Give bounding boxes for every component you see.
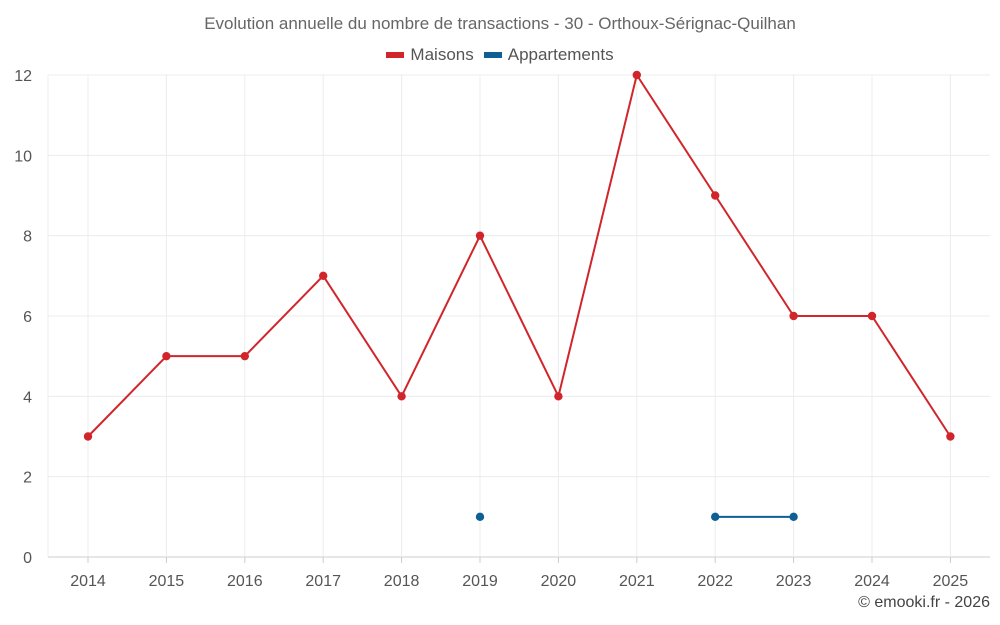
y-tick-label: 4 [23, 389, 32, 406]
series-line-maisons [243, 274, 325, 358]
data-point-maisons [397, 392, 406, 401]
x-tick-label: 2019 [462, 573, 498, 590]
y-tick-label: 0 [23, 550, 32, 567]
legend: Maisons Appartements [0, 45, 1000, 65]
data-point-maisons [554, 392, 563, 401]
y-tick-label: 2 [23, 470, 32, 487]
data-point-maisons [475, 231, 485, 240]
x-tick-label: 2022 [697, 573, 733, 590]
series-line-maisons [871, 315, 952, 438]
y-tick-label: 10 [14, 148, 32, 165]
x-tick-label: 2023 [776, 573, 812, 590]
x-tick-label: 2021 [619, 573, 655, 590]
data-point-maisons [789, 311, 798, 321]
legend-item-appartements[interactable]: Appartements [483, 45, 614, 65]
data-point-maisons [711, 191, 720, 200]
data-point-maisons [946, 432, 955, 441]
series-line-maisons [557, 74, 638, 398]
credit-text: © emooki.fr - 2026 [858, 594, 990, 611]
y-tick-label: 12 [14, 68, 32, 85]
x-tick-label: 2015 [149, 573, 185, 590]
x-tick-label: 2025 [933, 573, 969, 590]
chart-title: Evolution annuelle du nombre de transact… [204, 14, 796, 33]
data-point-maisons [632, 70, 641, 80]
legend-swatch-appartements [483, 52, 502, 58]
series-line-maisons [322, 274, 403, 398]
x-tick-label: 2018 [384, 573, 420, 590]
series-line-maisons [479, 234, 560, 398]
data-point-maisons [319, 271, 328, 281]
data-point-maisons [162, 351, 171, 361]
legend-label-appartements: Appartements [507, 45, 614, 64]
data-point-appartements [475, 512, 485, 522]
x-tick-label: 2024 [854, 573, 890, 590]
data-point-appartements [711, 512, 720, 522]
data-point-maisons [240, 351, 249, 361]
series-line-maisons [400, 234, 481, 398]
series-line-maisons [714, 194, 795, 317]
data-point-appartements [789, 512, 798, 522]
y-tick-label: 6 [23, 309, 32, 326]
data-point-maisons [867, 311, 877, 321]
series-layer [83, 70, 955, 522]
series-line-maisons [87, 355, 168, 438]
data-point-maisons [83, 432, 93, 441]
x-tick-label: 2016 [227, 573, 263, 590]
legend-swatch-maisons [386, 52, 405, 58]
legend-label-maisons: Maisons [410, 45, 474, 64]
x-tick-label: 2017 [305, 573, 341, 590]
axis-layer: 0 2 4 6 8 10 12 2014 2015 2016 2017 2018 2019 2020 202… [14, 68, 968, 590]
y-tick-label: 8 [23, 229, 32, 246]
series-line-maisons [635, 74, 717, 197]
legend-item-maisons[interactable]: Maisons [386, 45, 474, 65]
x-tick-label: 2014 [70, 573, 106, 590]
x-tick-label: 2020 [541, 573, 577, 590]
